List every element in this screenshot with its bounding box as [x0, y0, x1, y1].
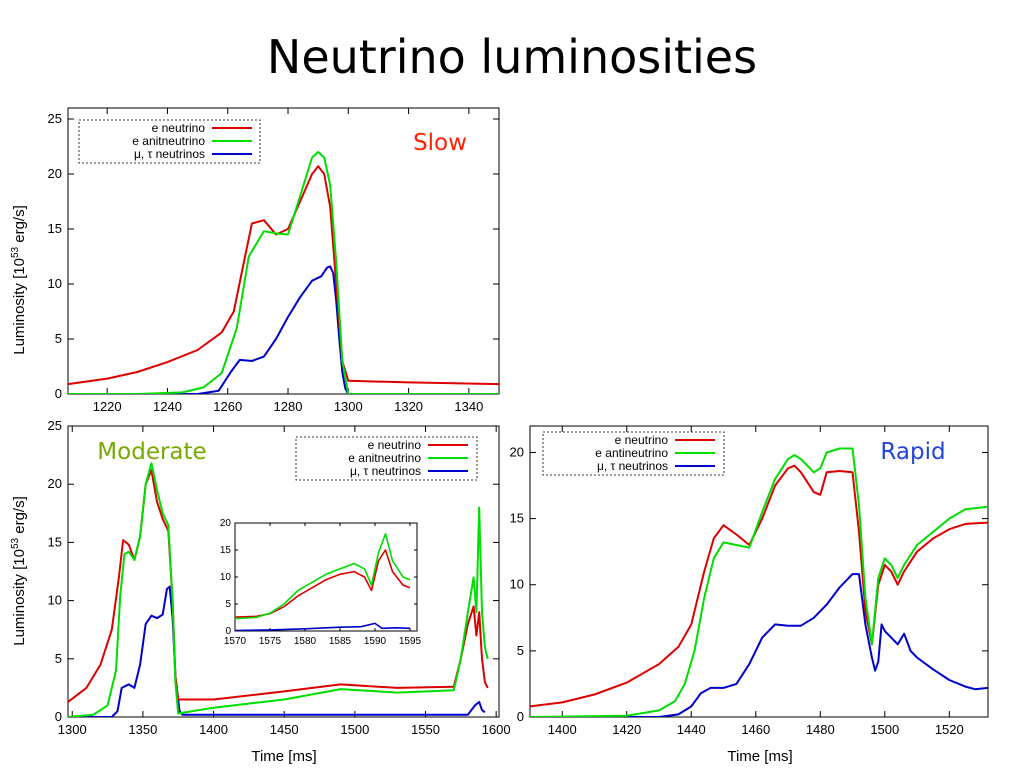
series-e-antineutrino — [530, 447, 988, 717]
x-tick-label: 1280 — [274, 399, 303, 414]
y-tick-label: 20 — [48, 166, 62, 181]
legend-label-e-antineutrino: e anitneutrino — [132, 134, 205, 148]
chart-rapid: Time [ms] Rapid e neutrino e antineutrin… — [510, 425, 989, 765]
legend-label-mu-tau: μ, τ neutrinos — [350, 464, 421, 478]
legend-label-e-antineutrino: e antineutrino — [595, 446, 668, 460]
x-tick-label: 1595 — [399, 636, 422, 647]
series-mu-tau — [530, 573, 988, 717]
x-tick-label: 1400 — [548, 722, 577, 737]
series-mu-tau — [68, 585, 486, 717]
y-tick-label: 5 — [55, 331, 62, 346]
annotation-slow: Slow — [413, 130, 467, 156]
series-e-antineutrino — [68, 462, 489, 717]
x-tick-label: 1340 — [454, 399, 483, 414]
series-e-antineutrino — [68, 151, 499, 394]
y-tick-label: 10 — [510, 577, 524, 592]
x-tick-label: 1575 — [259, 636, 282, 647]
x-tick-label: 1440 — [677, 722, 706, 737]
legend-label-e-neutrino: e neutrino — [615, 433, 669, 447]
chart-slow: Luminosity [1053 erg/s] Slow e neutrino … — [10, 107, 500, 414]
y-axis-title: Luminosity [1053 erg/s] — [10, 496, 28, 646]
x-axis-label: Time [ms] — [727, 748, 792, 765]
y-tick-label: 0 — [225, 626, 231, 637]
series-mu-tau — [235, 622, 411, 631]
x-tick-label: 1450 — [270, 722, 299, 737]
y-tick-label: 25 — [48, 418, 62, 433]
y-tick-label: 15 — [220, 545, 232, 556]
x-tick-label: 1400 — [199, 722, 228, 737]
x-tick-label: 1500 — [340, 722, 369, 737]
x-tick-label: 1320 — [394, 399, 423, 414]
y-tick-label: 0 — [55, 386, 62, 401]
y-tick-label: 10 — [220, 572, 232, 583]
y-tick-label: 5 — [517, 643, 524, 658]
y-tick-label: 15 — [510, 511, 524, 526]
series-e-neutrino — [530, 464, 988, 708]
x-tick-label: 1570 — [224, 636, 247, 647]
y-tick-label: 5 — [225, 599, 231, 610]
x-tick-label: 1300 — [58, 722, 87, 737]
x-tick-label: 1480 — [806, 722, 835, 737]
x-tick-label: 1550 — [411, 722, 440, 737]
y-tick-label: 25 — [48, 111, 62, 126]
y-tick-label: 0 — [55, 709, 62, 724]
y-tick-label: 5 — [55, 651, 62, 666]
annotation-rapid: Rapid — [880, 439, 945, 465]
legend-label-mu-tau: μ, τ neutrinos — [134, 147, 205, 161]
x-tick-label: 1460 — [741, 722, 770, 737]
y-tick-label: 10 — [48, 593, 62, 608]
x-axis-label: Time [ms] — [251, 748, 316, 765]
y-tick-label: 20 — [510, 444, 524, 459]
legend-slow: e neutrino e anitneutrino μ, τ neutrinos — [78, 119, 261, 164]
x-tick-label: 1590 — [364, 636, 387, 647]
x-tick-label: 1260 — [213, 399, 242, 414]
x-tick-label: 1580 — [294, 636, 317, 647]
y-axis-label: Luminosity [1053 erg/s] — [10, 205, 28, 355]
x-tick-label: 1300 — [334, 399, 363, 414]
x-tick-label: 1500 — [870, 722, 899, 737]
y-tick-label: 20 — [48, 476, 62, 491]
legend-label-e-antineutrino: e anitneutrino — [348, 451, 421, 465]
legend-label-mu-tau: μ, τ neutrinos — [597, 459, 668, 473]
y-tick-label: 20 — [220, 518, 232, 529]
x-tick-label: 1520 — [935, 722, 964, 737]
y-axis-label: Luminosity [1053 erg/s] — [10, 496, 28, 646]
x-tick-label: 1420 — [612, 722, 641, 737]
chart-moderate-inset: 1570 1575 1580 1585 1590 1595 0 5 10 15 20 — [220, 518, 422, 647]
series-e-antineutrino — [235, 532, 411, 620]
y-tick-label: 15 — [48, 221, 62, 236]
legend-rapid: e neutrino e antineutrino μ, τ neutrinos — [542, 431, 725, 476]
x-tick-label: 1240 — [153, 399, 182, 414]
y-tick-label: 10 — [48, 276, 62, 291]
slide-title: Neutrino luminosities — [266, 30, 758, 84]
legend-moderate: e neutrino e anitneutrino μ, τ neutrinos — [295, 436, 478, 481]
x-tick-label: 1600 — [482, 722, 511, 737]
y-axis-title: Luminosity [1053 erg/s] — [10, 205, 28, 355]
annotation-moderate: Moderate — [97, 439, 206, 465]
legend-label-e-neutrino: e neutrino — [368, 438, 422, 452]
x-tick-label: 1585 — [329, 636, 352, 647]
series-e-neutrino — [235, 549, 411, 618]
y-tick-label: 0 — [517, 709, 524, 724]
x-tick-label: 1220 — [93, 399, 122, 414]
y-tick-label: 15 — [48, 534, 62, 549]
legend-label-e-neutrino: e neutrino — [152, 121, 206, 135]
x-tick-label: 1350 — [128, 722, 157, 737]
